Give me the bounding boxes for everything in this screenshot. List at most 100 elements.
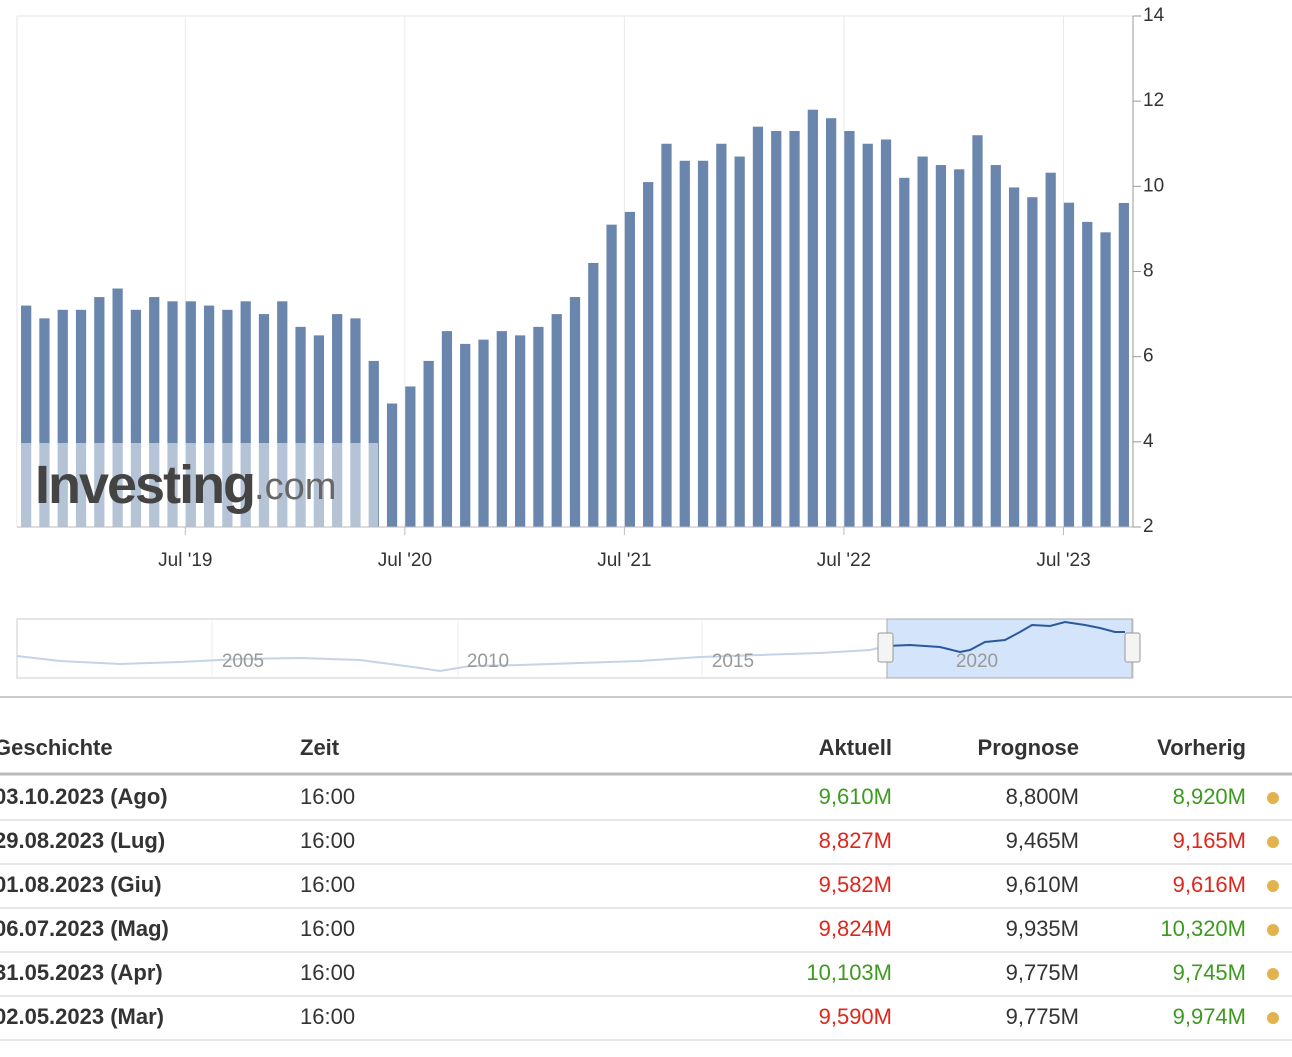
table-header: Aktuell	[819, 735, 892, 760]
bar	[935, 165, 947, 527]
bar	[588, 262, 599, 527]
table-cell: 02.05.2023 (Mar)	[0, 1004, 164, 1029]
navigator-line	[886, 620, 1125, 654]
bar	[606, 224, 617, 528]
bar	[697, 160, 709, 528]
bar	[716, 143, 727, 527]
navigator-line	[16, 645, 888, 673]
status-dot	[1267, 924, 1279, 936]
x-tick-label: Jul '20	[378, 550, 432, 571]
bar	[661, 143, 672, 527]
bar	[112, 288, 123, 527]
bar	[624, 211, 636, 527]
table-cell: 9,590M	[819, 1004, 892, 1029]
x-tick-label: Jul '21	[597, 550, 651, 571]
bar	[441, 331, 453, 527]
status-dot	[1267, 1012, 1279, 1024]
table-cell: 29.08.2023 (Lug)	[0, 828, 165, 853]
bar	[899, 177, 910, 528]
table-cell: 9,165M	[1173, 828, 1246, 853]
bar	[496, 331, 507, 527]
bar	[862, 143, 873, 527]
bar	[423, 360, 434, 527]
table-cell: 8,800M	[1006, 784, 1079, 809]
table-cell: 9,616M	[1173, 872, 1246, 897]
status-dot	[1267, 880, 1279, 892]
status-dot	[1267, 792, 1279, 804]
table-cell: 9,775M	[1006, 960, 1079, 985]
y-tick-label: 12	[1143, 90, 1164, 111]
table-cell: 01.08.2023 (Giu)	[0, 872, 162, 897]
watermark-suffix: .com	[254, 466, 336, 508]
table-cell: 8,827M	[819, 828, 892, 853]
table-cell: 9,582M	[819, 872, 892, 897]
bar	[405, 386, 416, 527]
bar	[807, 109, 818, 527]
bars	[21, 109, 1129, 528]
bar	[880, 139, 892, 527]
bar	[277, 301, 288, 527]
navigator-label: 2005	[222, 651, 264, 672]
bar	[478, 339, 489, 527]
table-cell: 9,974M	[1173, 1004, 1246, 1029]
navigator-selection	[886, 618, 1133, 679]
bar	[130, 309, 142, 527]
bar	[771, 130, 782, 527]
table-cell: 9,745M	[1173, 960, 1246, 985]
bar	[75, 309, 87, 527]
table-cell: 10,320M	[1160, 916, 1246, 941]
table-cell: 16:00	[300, 1004, 355, 1029]
table-cell: 03.10.2023 (Ago)	[0, 784, 168, 809]
bar	[917, 156, 928, 527]
bar	[679, 160, 690, 528]
bar	[954, 169, 965, 528]
x-tick-label: Jul '23	[1036, 550, 1090, 571]
table-header: Prognose	[978, 735, 1079, 760]
table-cell: 9,824M	[819, 916, 892, 941]
y-tick-label: 6	[1143, 346, 1154, 367]
bar	[643, 182, 654, 527]
bar	[1045, 172, 1056, 527]
bar	[203, 305, 215, 527]
table-cell: 9,465M	[1006, 828, 1079, 853]
bar	[752, 126, 764, 527]
table-cell: 9,775M	[1006, 1004, 1079, 1029]
axis: 2 4 6 8 10 12 14 Jul '19 Jul '20 Jul '21 Jul '22 Ju…	[158, 5, 1164, 571]
navigator-handle[interactable]	[1124, 632, 1141, 663]
bar	[350, 318, 361, 527]
bar	[1100, 232, 1111, 527]
bar	[39, 318, 50, 527]
watermark-brand: Investing	[35, 455, 254, 515]
bar	[789, 130, 800, 527]
bar	[1118, 202, 1129, 527]
bar	[313, 335, 324, 527]
table-cell: 16:00	[300, 784, 355, 809]
table-header: Zeit	[300, 735, 340, 760]
y-tick-label: 2	[1143, 516, 1154, 537]
bar	[167, 301, 178, 527]
bar	[94, 297, 105, 527]
table-cell: 8,920M	[1173, 784, 1246, 809]
bar	[1082, 221, 1093, 527]
bar	[1027, 197, 1038, 527]
navigator	[16, 618, 1141, 679]
y-tick-label: 14	[1143, 5, 1165, 26]
bar	[826, 118, 837, 527]
bar	[240, 301, 251, 527]
bar	[185, 301, 196, 527]
navigator-label: 2010	[467, 651, 509, 672]
navigator-handle[interactable]	[877, 632, 894, 663]
navigator-label: 2020	[956, 651, 998, 672]
bar	[1063, 202, 1075, 527]
table-header: Vorherig	[1157, 735, 1246, 760]
navigator-labels: 2005 2010 2015 2020	[222, 651, 998, 672]
bar	[514, 335, 526, 527]
bar	[844, 130, 855, 527]
bar	[972, 135, 983, 527]
bar	[222, 309, 233, 527]
x-tick-label: Jul '19	[158, 550, 212, 571]
table-cell: 31.05.2023 (Apr)	[0, 960, 163, 985]
bar	[332, 314, 343, 527]
watermark: Investing.com	[35, 455, 336, 515]
